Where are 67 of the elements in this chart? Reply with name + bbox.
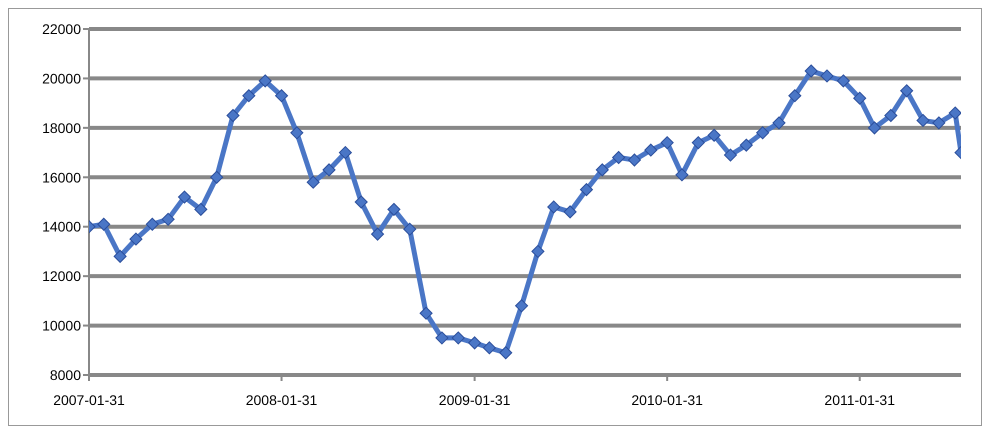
point — [564, 205, 577, 218]
point — [275, 89, 288, 102]
point — [129, 232, 142, 246]
point — [900, 84, 914, 98]
point — [322, 163, 336, 176]
x-tick-label: 2008-01-31 — [246, 392, 318, 408]
point — [435, 331, 448, 344]
point — [580, 183, 593, 196]
point — [499, 346, 512, 360]
point — [146, 218, 159, 231]
point — [420, 306, 433, 320]
point — [482, 341, 496, 354]
point — [306, 176, 320, 189]
point — [258, 74, 272, 88]
point — [884, 109, 898, 122]
point — [226, 109, 240, 122]
point — [756, 126, 770, 140]
point — [531, 244, 544, 258]
point — [932, 116, 946, 130]
x-tick-label: 2007-01-31 — [53, 392, 126, 408]
x-tick-label: 2009-01-31 — [438, 392, 511, 408]
y-tick-label: 18000 — [42, 120, 82, 136]
point — [162, 212, 175, 226]
point — [468, 336, 482, 350]
y-tick-label: 22000 — [42, 20, 82, 37]
point — [948, 106, 961, 120]
point — [692, 136, 705, 150]
point — [596, 163, 609, 176]
point — [338, 146, 352, 160]
point — [836, 74, 850, 88]
y-tick-label: 14000 — [42, 218, 82, 235]
point — [210, 170, 224, 184]
point — [708, 128, 721, 142]
point — [97, 218, 110, 231]
point — [628, 153, 641, 166]
y-tick-label: 16000 — [42, 169, 82, 186]
point — [371, 228, 384, 241]
point — [853, 92, 866, 105]
point — [820, 69, 834, 82]
point — [772, 116, 786, 130]
point — [178, 190, 191, 204]
point — [916, 114, 930, 127]
point — [644, 144, 658, 157]
point — [740, 138, 753, 152]
point — [290, 126, 304, 140]
y-tick-label: 20000 — [42, 70, 82, 86]
y-tick-label: 12000 — [42, 268, 82, 284]
point — [194, 202, 208, 216]
point — [515, 299, 528, 312]
y-tick-label: 10000 — [42, 318, 82, 334]
y-tick-label: 8000 — [50, 366, 82, 383]
point — [114, 250, 127, 263]
point — [547, 200, 560, 214]
point — [868, 121, 881, 134]
x-tick-label: 2011-01-31 — [824, 392, 896, 408]
point — [675, 168, 688, 182]
point — [403, 222, 416, 236]
point — [452, 331, 465, 344]
point — [788, 89, 802, 102]
x-tick-label: 2010-01-31 — [631, 392, 704, 408]
point — [660, 136, 674, 150]
point — [724, 148, 737, 162]
point — [354, 196, 368, 208]
point — [387, 202, 400, 216]
point — [804, 64, 818, 78]
point — [612, 151, 626, 164]
point — [242, 89, 256, 102]
